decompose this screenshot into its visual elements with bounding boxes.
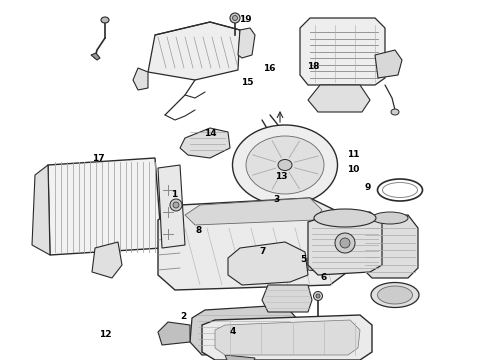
Ellipse shape xyxy=(314,292,322,301)
Text: 13: 13 xyxy=(275,172,288,181)
Polygon shape xyxy=(48,158,162,255)
Ellipse shape xyxy=(230,13,240,23)
Ellipse shape xyxy=(101,17,109,23)
Text: 4: 4 xyxy=(229,327,236,336)
Text: 3: 3 xyxy=(274,195,280,204)
Polygon shape xyxy=(308,252,330,272)
Ellipse shape xyxy=(316,294,320,298)
Text: 6: 6 xyxy=(320,273,326,282)
Ellipse shape xyxy=(371,283,419,307)
Ellipse shape xyxy=(170,199,182,211)
Text: 12: 12 xyxy=(99,330,112,339)
Text: 8: 8 xyxy=(196,226,201,235)
Polygon shape xyxy=(308,85,370,112)
Text: 10: 10 xyxy=(346,165,359,174)
Polygon shape xyxy=(185,198,322,225)
Ellipse shape xyxy=(246,136,324,194)
Polygon shape xyxy=(308,212,382,275)
Polygon shape xyxy=(91,53,100,60)
Text: 18: 18 xyxy=(307,62,320,71)
Ellipse shape xyxy=(391,109,399,115)
Ellipse shape xyxy=(173,202,179,208)
Ellipse shape xyxy=(340,238,350,248)
Text: 16: 16 xyxy=(263,64,276,73)
Polygon shape xyxy=(215,320,360,355)
Polygon shape xyxy=(238,28,255,58)
Text: 19: 19 xyxy=(239,15,251,24)
Polygon shape xyxy=(202,315,372,360)
Ellipse shape xyxy=(372,212,408,224)
Polygon shape xyxy=(362,215,418,278)
Text: 9: 9 xyxy=(364,183,371,192)
Polygon shape xyxy=(300,18,385,85)
Polygon shape xyxy=(92,242,122,278)
Text: 5: 5 xyxy=(301,255,307,264)
Text: 17: 17 xyxy=(92,154,104,163)
Polygon shape xyxy=(225,355,255,360)
Polygon shape xyxy=(133,68,148,90)
Ellipse shape xyxy=(335,233,355,253)
Text: 15: 15 xyxy=(241,78,254,87)
Polygon shape xyxy=(180,128,230,158)
Text: 2: 2 xyxy=(181,312,187,321)
Polygon shape xyxy=(148,22,240,80)
Polygon shape xyxy=(262,285,312,312)
Text: 1: 1 xyxy=(171,190,177,199)
Polygon shape xyxy=(158,198,350,290)
Text: 14: 14 xyxy=(204,129,217,138)
Text: 11: 11 xyxy=(346,150,359,159)
Text: 7: 7 xyxy=(259,247,266,256)
Ellipse shape xyxy=(232,15,238,21)
Polygon shape xyxy=(375,50,402,78)
Ellipse shape xyxy=(278,159,292,171)
Ellipse shape xyxy=(377,286,413,304)
Polygon shape xyxy=(228,242,308,285)
Polygon shape xyxy=(190,305,298,355)
Ellipse shape xyxy=(314,209,376,227)
Polygon shape xyxy=(158,322,190,345)
Ellipse shape xyxy=(232,125,338,205)
Polygon shape xyxy=(32,165,50,255)
Polygon shape xyxy=(158,165,185,248)
